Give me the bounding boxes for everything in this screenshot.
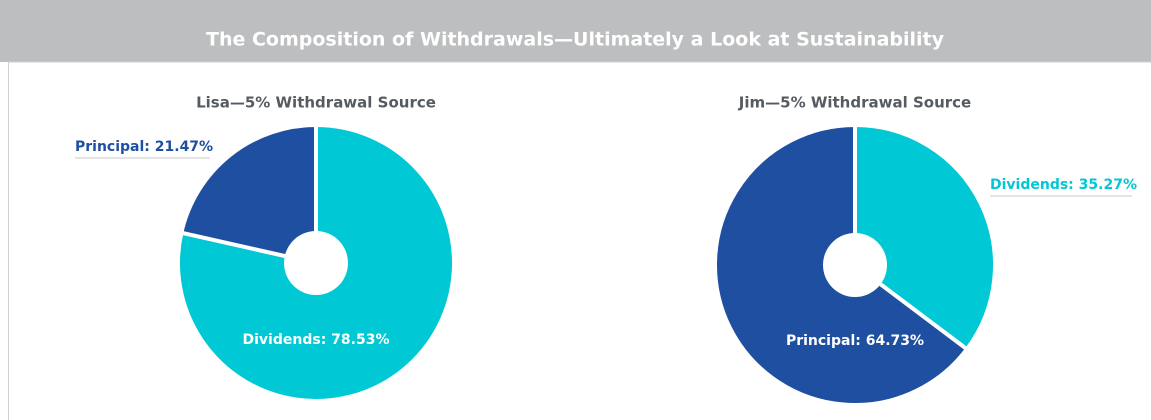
slice-label: Dividends: 35.27% (990, 177, 1137, 193)
slice-label: Principal: 21.47% (75, 139, 213, 155)
slice-label: Principal: 64.73% (786, 333, 924, 349)
header-bar (0, 0, 1151, 62)
header-title: The Composition of Withdrawals—Ultimatel… (206, 29, 945, 51)
donut-hole (823, 233, 887, 297)
slice-label: Dividends: 78.53% (243, 332, 390, 348)
slice (176, 122, 456, 403)
slice (853, 122, 997, 353)
donut-hole (284, 231, 348, 295)
slice (178, 122, 318, 266)
chart-title: Lisa—5% Withdrawal Source (196, 94, 436, 112)
chart-title: Jim—5% Withdrawal Source (738, 94, 971, 112)
